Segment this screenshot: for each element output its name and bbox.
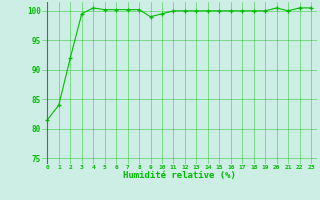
X-axis label: Humidité relative (%): Humidité relative (%) bbox=[123, 171, 236, 180]
